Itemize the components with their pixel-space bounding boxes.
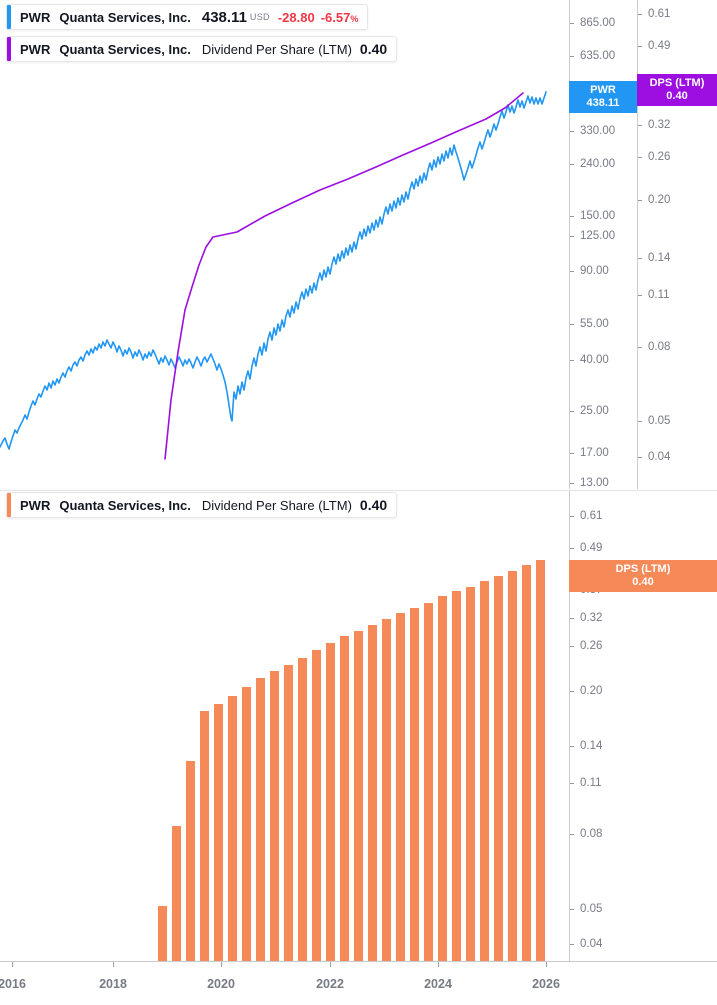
pane-divider bbox=[0, 490, 717, 491]
dps-chart-pane[interactable] bbox=[0, 491, 569, 961]
dps-tick: 0.05 bbox=[638, 414, 670, 428]
dps-tick: 0.32 bbox=[638, 118, 670, 132]
price-tick: 90.00 bbox=[570, 264, 609, 278]
price-badge-label: PWR bbox=[590, 84, 616, 96]
legend-color-swatch-dps-pane bbox=[7, 493, 11, 517]
price-tick: 55.00 bbox=[570, 317, 609, 331]
time-axis[interactable]: 2016 2018 2020 2022 2024 2026 bbox=[0, 961, 717, 1005]
price-tick: 13.00 bbox=[570, 476, 609, 490]
dps-pane-tick-pad13 bbox=[570, 653, 580, 667]
dps-pane-tick: 0.49 bbox=[570, 541, 602, 555]
dps-bars bbox=[158, 560, 545, 961]
legend-currency: USD bbox=[249, 12, 270, 22]
legend-color-swatch-price bbox=[7, 5, 11, 29]
dps-tick: 0.49 bbox=[638, 39, 670, 53]
dps-bar-chart-svg bbox=[158, 560, 545, 961]
dps-pane-badge-value: 0.40 bbox=[632, 576, 654, 588]
dps-pane-tick: 0.04 bbox=[570, 937, 602, 951]
legend-company-dps-pane: Quanta Services, Inc. bbox=[59, 497, 191, 513]
legend-last-price: 438.11 bbox=[201, 8, 247, 26]
price-tick: 635.00 bbox=[570, 49, 615, 63]
x-tick: 2022 bbox=[316, 962, 344, 991]
dps-tick: 0.08 bbox=[638, 340, 670, 354]
legend-description-dps-pane: Dividend Per Share (LTM) bbox=[201, 497, 352, 513]
dps-pane-value-badge[interactable]: DPS (LTM) 0.40 bbox=[569, 560, 717, 592]
legend-change-absolute: -28.80 bbox=[277, 9, 315, 25]
legend-symbol-dps-pane: PWR bbox=[20, 497, 51, 513]
price-tick: 17.00 bbox=[570, 446, 609, 460]
dps-tick: 0.20 bbox=[638, 193, 670, 207]
price-value-badge[interactable]: PWR 438.11 bbox=[569, 81, 637, 113]
dps-pane-tick: 0.08 bbox=[570, 827, 602, 841]
dps-pane-tick: 0.32 bbox=[570, 611, 602, 625]
price-tick: 330.00 bbox=[570, 124, 615, 138]
price-tick: 150.00 bbox=[570, 209, 615, 223]
legend-color-swatch-dps-overlay bbox=[7, 37, 11, 61]
legend-value-dps-overlay: 0.40 bbox=[359, 41, 388, 57]
price-line-series bbox=[0, 91, 547, 450]
dps-pane-tick: 0.61 bbox=[570, 509, 602, 523]
legend-company-price: Quanta Services, Inc. bbox=[59, 9, 191, 25]
dps-overlay-axis[interactable]: 0.61 0.49 0.37 0.32 0.26 0.20 0.14 0.11 … bbox=[637, 0, 717, 489]
price-tick: 125.00 bbox=[570, 229, 615, 243]
dps-tick: 0.26 bbox=[638, 150, 670, 164]
dps-pane-tick: 0.05 bbox=[570, 902, 602, 916]
dps-tick: 0.04 bbox=[638, 450, 670, 464]
legend-value-dps-pane: 0.40 bbox=[359, 497, 388, 513]
price-badge-value: 438.11 bbox=[586, 97, 620, 109]
dps-pane-tick: 0.14 bbox=[570, 739, 602, 753]
dps-tick: 0.14 bbox=[638, 251, 670, 265]
dps-tick: 0.11 bbox=[638, 288, 670, 302]
x-tick: 2026 bbox=[532, 962, 560, 991]
x-tick: 2016 bbox=[0, 962, 26, 991]
x-tick: 2024 bbox=[424, 962, 452, 991]
legend-symbol-price: PWR bbox=[20, 9, 51, 25]
percent-sign: % bbox=[350, 13, 359, 24]
dps-pane-tick: 0.20 bbox=[570, 684, 602, 698]
legend-symbol-dps-overlay: PWR bbox=[20, 41, 51, 57]
legend-dps-overlay[interactable]: PWR Quanta Services, Inc. Dividend Per S… bbox=[6, 36, 398, 62]
dps-overlay-badge-value: 0.40 bbox=[666, 90, 688, 102]
legend-dps-pane[interactable]: PWR Quanta Services, Inc. Dividend Per S… bbox=[6, 492, 398, 518]
legend-company-dps-overlay: Quanta Services, Inc. bbox=[59, 41, 191, 57]
dps-overlay-line-series bbox=[164, 92, 524, 460]
price-tick: 40.00 bbox=[570, 353, 609, 367]
legend-price[interactable]: PWR Quanta Services, Inc. 438.11 USD -28… bbox=[6, 4, 369, 30]
price-tick: 240.00 bbox=[570, 157, 615, 171]
dps-pane-badge-label: DPS (LTM) bbox=[615, 563, 671, 575]
dps-pane-tick: 0.26 bbox=[570, 639, 602, 653]
dps-pane-tick: 0.11 bbox=[570, 776, 602, 790]
x-tick: 2020 bbox=[207, 962, 235, 991]
price-tick: 25.00 bbox=[570, 404, 609, 418]
legend-description-dps-overlay: Dividend Per Share (LTM) bbox=[201, 41, 352, 57]
legend-change-percent: -6.57% bbox=[320, 9, 359, 25]
dps-overlay-badge-label: DPS (LTM) bbox=[649, 77, 705, 89]
x-tick: 2018 bbox=[99, 962, 127, 991]
dps-overlay-value-badge[interactable]: DPS (LTM) 0.40 bbox=[637, 74, 717, 106]
price-chart-pane[interactable] bbox=[0, 0, 569, 489]
price-tick: 865.00 bbox=[570, 16, 615, 30]
dps-tick: 0.61 bbox=[638, 7, 670, 21]
price-axis[interactable]: 865.00 635.00 465.00 330.00 240.00 150.0… bbox=[569, 0, 637, 489]
price-chart-svg bbox=[0, 91, 547, 460]
